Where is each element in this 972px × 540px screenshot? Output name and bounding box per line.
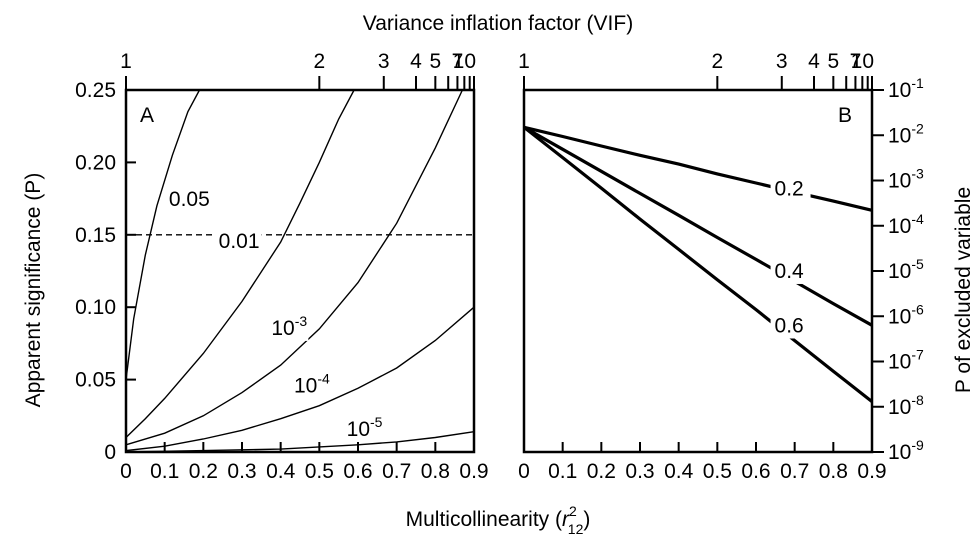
panel-b-y-tick-label: 10-7 bbox=[888, 347, 924, 374]
panel-a-y-tick-label: 0.05 bbox=[75, 369, 116, 392]
panel-a-curve-label: 0.01 bbox=[219, 230, 260, 253]
panel-a-label-gap bbox=[215, 228, 262, 255]
panel-a-curve-0.05 bbox=[125, 89, 201, 380]
panel-a-curve-label: 10-4 bbox=[294, 370, 330, 397]
panel-a: 1 2 3 4 5 710 0 0.1 0.2 0.3 0.4 0.5 0.6 0.7 0.8 0.9 0 0.0… bbox=[75, 50, 488, 483]
x-axis-title: Multicollinearity (r2 12) bbox=[406, 503, 591, 537]
panel-b-curve-0.4 bbox=[523, 125, 873, 327]
panel-a-vif-tick-label: 3 bbox=[378, 50, 390, 73]
panel-b-curve-label: 0.2 bbox=[775, 177, 804, 200]
panel-b-y-tick-label: 10-4 bbox=[888, 211, 924, 238]
panel-b-curve-0.2 bbox=[523, 125, 873, 212]
panel-a-y-tick-label: 0.25 bbox=[75, 79, 116, 102]
panel-b-vif-tick-label: 1 bbox=[518, 50, 530, 73]
panel-a-vif-tick-label: 10 bbox=[453, 50, 476, 73]
panel-a-y-tick-label: 0 bbox=[104, 441, 116, 464]
panel-a-plot-area: 1 2 3 4 5 710 0 0.1 0.2 0.3 0.4 0.5 0.6 0.7 0.8 0.9 0 0.0… bbox=[75, 50, 488, 483]
x-axis-title-sup: 2 bbox=[569, 503, 577, 519]
panel-b-vif-tick-label: 10 bbox=[851, 50, 874, 73]
panel-b-vif-tick-label: 5 bbox=[827, 50, 839, 73]
panel-a-x-tick-label: 0.1 bbox=[150, 460, 179, 483]
panel-b-vif-tick-label: 4 bbox=[808, 50, 820, 73]
panel-b-label-gap bbox=[770, 308, 811, 339]
panel-b-y-tick-label: 10-8 bbox=[888, 392, 924, 419]
panel-a-label-gap bbox=[343, 415, 384, 442]
panel-b-vif-tick-label: 7 bbox=[850, 50, 862, 73]
x-axis-title-var: r bbox=[562, 508, 570, 531]
panel-b-x-tick-label: 0.1 bbox=[548, 460, 577, 483]
panel-b-y-tick-label: 10-9 bbox=[888, 437, 924, 464]
panel-a-label-gap bbox=[268, 314, 309, 341]
x-axis-title-sub: 12 bbox=[568, 521, 584, 537]
panel-b-label-gap bbox=[770, 253, 811, 284]
panel-a-x-tick-label: 0 bbox=[120, 460, 132, 483]
panel-a-x-tick-label: 0.8 bbox=[421, 460, 450, 483]
panel-a-y-axis-title: Apparent significance (P) bbox=[22, 173, 45, 408]
panel-b-x-tick-label: 0.8 bbox=[819, 460, 848, 483]
panel-a-x-tick-label: 0.2 bbox=[189, 460, 218, 483]
panel-a-label-gap bbox=[165, 185, 212, 212]
panel-b-label-gap bbox=[770, 171, 811, 202]
panel-b-vif-tick-label: 3 bbox=[776, 50, 788, 73]
panel-b-vif-tick-label: 2 bbox=[711, 50, 723, 73]
panel-a-curve-label: 10-3 bbox=[271, 313, 307, 340]
panel-b-curve-label: 0.6 bbox=[775, 314, 804, 337]
panel-a-x-tick-label: 0.7 bbox=[382, 460, 411, 483]
panel-a-x-tick-label: 0.9 bbox=[459, 460, 488, 483]
panel-a-label-gap bbox=[291, 372, 331, 399]
panel-b-x-tick-label: 0.6 bbox=[741, 460, 770, 483]
panel-b-y-tick-label: 10-6 bbox=[888, 301, 924, 328]
panel-b-y-tick-label: 10-3 bbox=[888, 166, 924, 193]
panel-a-x-tick-label: 0.5 bbox=[305, 460, 334, 483]
panel-a-x-tick-label: 0.6 bbox=[343, 460, 372, 483]
x-axis-title-main: Multicollinearity ( bbox=[406, 508, 562, 531]
panel-b: 1 2 3 4 5 710 0 0.1 0.2 0.3 0.4 0.5 0.6 0.7 0.8 0.9 10-1… bbox=[518, 50, 924, 483]
panel-b-x-tick-label: 0.7 bbox=[780, 460, 809, 483]
panel-a-curve-10-3 bbox=[125, 89, 464, 446]
panel-a-curve-label: 0.05 bbox=[169, 188, 210, 211]
panel-b-y-tick-label: 10-2 bbox=[888, 120, 924, 147]
panel-b-plot-area: 1 2 3 4 5 710 0 0.1 0.2 0.3 0.4 0.5 0.6 0.7 0.8 0.9 10-1… bbox=[518, 50, 924, 483]
panel-b-x-tick-label: 0.3 bbox=[625, 460, 654, 483]
panel-b-x-tick-label: 0.5 bbox=[703, 460, 732, 483]
panel-a-vif-tick-label: 7 bbox=[452, 50, 464, 73]
panel-a-x-tick-label: 0.3 bbox=[227, 460, 256, 483]
panel-a-y-tick-label: 0.15 bbox=[75, 224, 116, 247]
panel-b-curve-0.6 bbox=[523, 126, 873, 403]
top-axis-title: Variance inflation factor (VIF) bbox=[363, 12, 633, 35]
panel-b-x-tick-label: 0.2 bbox=[587, 460, 616, 483]
panel-b-y-tick-label: 10-1 bbox=[888, 75, 924, 102]
panel-b-letter: B bbox=[838, 104, 852, 127]
x-axis-title-end: ) bbox=[583, 508, 590, 531]
panel-a-vif-tick-label: 1 bbox=[120, 50, 132, 73]
panel-a-frame bbox=[124, 88, 476, 454]
panel-a-y-tick-label: 0.10 bbox=[75, 296, 116, 319]
panel-a-letter: A bbox=[140, 104, 154, 127]
panel-a-vif-tick-label: 2 bbox=[313, 50, 325, 73]
panel-a-vif-tick-label: 4 bbox=[410, 50, 422, 73]
panel-a-curve-10-5 bbox=[125, 431, 475, 453]
panel-a-x-tick-label: 0.4 bbox=[266, 460, 296, 483]
panel-a-vif-tick-label: 5 bbox=[429, 50, 441, 73]
panel-a-curve-label: 10-5 bbox=[347, 414, 383, 441]
panel-b-y-axis-title: P of excluded variable bbox=[952, 187, 972, 393]
panel-a-curve-0.01 bbox=[125, 89, 355, 439]
panel-b-y-tick-label: 10-5 bbox=[888, 256, 924, 283]
panel-b-curve-label: 0.4 bbox=[775, 260, 805, 283]
panel-a-y-tick-label: 0.20 bbox=[75, 151, 116, 174]
panel-b-x-tick-label: 0.4 bbox=[664, 460, 694, 483]
panel-b-frame bbox=[522, 88, 874, 454]
panel-b-x-tick-label: 0.9 bbox=[857, 460, 886, 483]
panel-a-curve-10-4 bbox=[125, 306, 475, 452]
panel-b-x-tick-label: 0 bbox=[518, 460, 530, 483]
